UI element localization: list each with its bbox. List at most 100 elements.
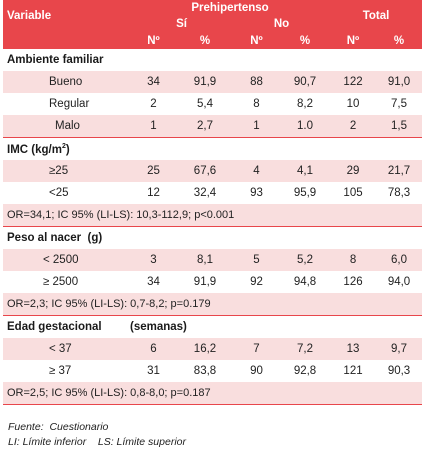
- section-title: Peso al nacer (g): [3, 226, 423, 249]
- cell: 7,2: [280, 338, 331, 360]
- cell: 93: [233, 182, 280, 204]
- cell: 8: [330, 249, 377, 271]
- cell: 7: [233, 338, 280, 360]
- cell: 95,9: [280, 182, 331, 204]
- header-row-3: Nº % Nº % Nº %: [3, 32, 423, 49]
- row-label: ≥ 37: [3, 360, 130, 382]
- section-title: Ambiente familiar: [3, 49, 423, 71]
- cell: 8,2: [280, 93, 331, 115]
- cell: 21,7: [376, 160, 423, 182]
- header-no: No: [233, 15, 331, 32]
- cell: 90,7: [280, 71, 331, 93]
- cell: 94,0: [376, 271, 423, 293]
- cell: 4,1: [280, 160, 331, 182]
- cell: 91,9: [177, 271, 233, 293]
- table-row: Regular 2 5,4 8 8,2 10 7,5: [3, 93, 423, 115]
- table-row: Bueno 34 91,9 88 90,7 122 91,0: [3, 71, 423, 93]
- cell: 12: [130, 182, 177, 204]
- cell: 92,8: [280, 360, 331, 382]
- section-title-row: Peso al nacer (g): [3, 226, 423, 249]
- cell: 5,4: [177, 93, 233, 115]
- cell: 2: [130, 93, 177, 115]
- cell: 6: [130, 338, 177, 360]
- header-prehipertenso: Prehipertenso: [130, 0, 331, 15]
- cell: 4: [233, 160, 280, 182]
- section-title: IMC (kg/m2): [3, 137, 423, 160]
- cell: 13: [330, 338, 377, 360]
- header-row-2: Sí No: [3, 15, 422, 32]
- cell: 5,2: [280, 249, 331, 271]
- table-row: ≥ 37 31 83,8 90 92,8 121 90,3: [3, 360, 423, 382]
- cell: 34: [130, 71, 177, 93]
- stats-note-row: OR=34,1; IC 95% (LI-LS): 10,3-112,9; p<0…: [3, 204, 423, 227]
- table-row: < 2500 3 8,1 5 5,2 8 6,0: [3, 249, 423, 271]
- section-title-extra: (semanas): [130, 315, 423, 338]
- cell: 121: [330, 360, 377, 382]
- table-row: < 37 6 16,2 7 7,2 13 9,7: [3, 338, 423, 360]
- stats-note-row: OR=2,3; IC 95% (LI-LS): 0,7-8,2; p=0.179: [3, 293, 423, 316]
- row-label: < 2500: [3, 249, 130, 271]
- cell: 34: [130, 271, 177, 293]
- header-pct: %: [280, 32, 331, 49]
- cell: 16,2: [177, 338, 233, 360]
- cell: 25: [130, 160, 177, 182]
- stats-note: OR=2,3; IC 95% (LI-LS): 0,7-8,2; p=0.179: [3, 293, 423, 316]
- section-title: Edad gestacional: [3, 315, 130, 338]
- cell: 8: [233, 93, 280, 115]
- cell: 8,1: [177, 249, 233, 271]
- source-note: Fuente: Cuestionario: [8, 421, 109, 433]
- cell: 67,6: [177, 160, 233, 182]
- section-title-row: Ambiente familiar: [3, 49, 423, 71]
- row-label: Bueno: [3, 71, 130, 93]
- cell: 88: [233, 71, 280, 93]
- header-n: Nº: [130, 32, 177, 49]
- header-total: Total: [330, 0, 423, 32]
- cell: 105: [330, 182, 377, 204]
- table-footer: Fuente: Cuestionario LI: Límite inferior…: [8, 420, 186, 450]
- cell: 2: [330, 115, 377, 138]
- row-label: Regular: [3, 93, 130, 115]
- cell: 1.0: [280, 115, 331, 138]
- row-label: < 37: [3, 338, 130, 360]
- table-row: Malo 1 2,7 1 1.0 2 1,5: [3, 115, 423, 138]
- cell: 6,0: [376, 249, 423, 271]
- cell: 78,3: [376, 182, 423, 204]
- cell: 2,7: [177, 115, 233, 138]
- cell: 126: [330, 271, 377, 293]
- cell: 122: [330, 71, 377, 93]
- table-row: <25 12 32,4 93 95,9 105 78,3: [3, 182, 423, 204]
- header-si: Sí: [130, 15, 233, 32]
- section-title-row: Edad gestacional (semanas): [3, 315, 423, 338]
- header-pct: %: [376, 32, 423, 49]
- row-label: Malo: [3, 115, 130, 138]
- cell: 1: [233, 115, 280, 138]
- section-title-row: IMC (kg/m2): [3, 137, 423, 160]
- cell: 32,4: [177, 182, 233, 204]
- abbreviation-legend: LI: Límite inferior LS: Límite superior: [8, 436, 186, 448]
- row-label: ≥25: [3, 160, 130, 182]
- stats-note-row: OR=2,5; IC 95% (LI-LS): 0,8-8,0; p=0.187: [3, 382, 423, 405]
- table-row: ≥ 2500 34 91,9 92 94,8 126 94,0: [3, 271, 423, 293]
- cell: 92: [233, 271, 280, 293]
- prehipertension-table: Variable Prehipertenso Total Sí No Nº % …: [3, 0, 423, 405]
- header-n: Nº: [233, 32, 280, 49]
- stats-note: OR=2,5; IC 95% (LI-LS): 0,8-8,0; p=0.187: [3, 382, 423, 405]
- cell: 5: [233, 249, 280, 271]
- cell: 1,5: [376, 115, 423, 138]
- cell: 91,0: [376, 71, 423, 93]
- cell: 94,8: [280, 271, 331, 293]
- cell: 83,8: [177, 360, 233, 382]
- data-table-container: Variable Prehipertenso Total Sí No Nº % …: [3, 0, 423, 405]
- header-variable: Variable: [3, 0, 130, 32]
- cell: 3: [130, 249, 177, 271]
- cell: 7,5: [376, 93, 423, 115]
- cell: 90,3: [376, 360, 423, 382]
- cell: 31: [130, 360, 177, 382]
- stats-note: OR=34,1; IC 95% (LI-LS): 10,3-112,9; p<0…: [3, 204, 423, 227]
- cell: 1: [130, 115, 177, 138]
- row-label: ≥ 2500: [3, 271, 130, 293]
- cell: 29: [330, 160, 377, 182]
- cell: 10: [330, 93, 377, 115]
- header-row-1: Variable Prehipertenso Total: [3, 0, 423, 32]
- cell: 91,9: [177, 71, 233, 93]
